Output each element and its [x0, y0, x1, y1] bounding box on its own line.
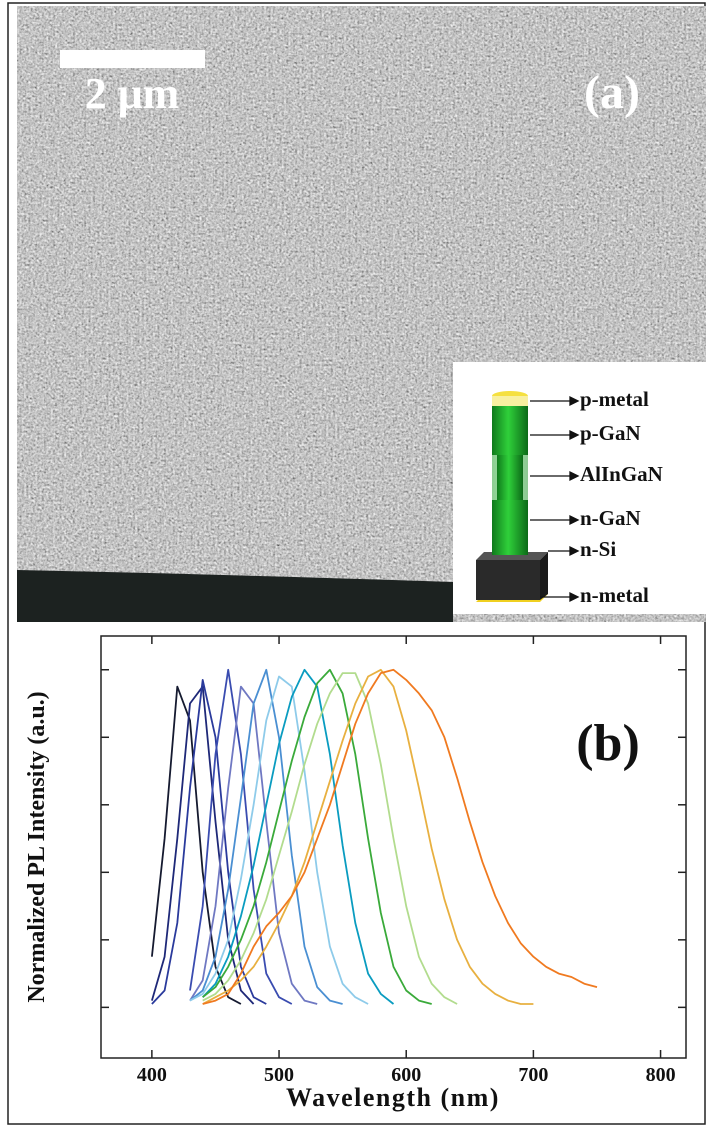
panel-label: (a) — [584, 66, 640, 119]
inset-label: n-metal — [580, 583, 649, 607]
n-si-side — [540, 552, 548, 600]
y-axis-title: Normalized PL Intensity (a.u.) — [24, 691, 50, 1002]
panel-label: (b) — [576, 715, 640, 772]
plot-frame — [101, 636, 686, 1058]
x-axis-title: Wavelength (nm) — [286, 1083, 500, 1112]
chart: (b) Wavelength (nm) Normalized PL Intens… — [24, 636, 686, 1112]
inset-label: p-GaN — [580, 421, 641, 445]
active-core — [497, 455, 523, 500]
p-metal-layer — [492, 396, 528, 406]
inset-label: n-GaN — [580, 506, 641, 530]
x-tick-label: 800 — [646, 1064, 676, 1086]
x-tick-label: 600 — [391, 1064, 421, 1086]
x-tick-label: 400 — [137, 1064, 167, 1086]
scale-bar — [60, 50, 205, 68]
figure: 2 μm (a) p-metal p-GaN AlInGaN n-GaN n-S… — [0, 0, 710, 1127]
inset-label: p-metal — [580, 387, 649, 411]
inset-label: AlInGaN — [580, 462, 663, 486]
spectrum-line — [203, 673, 457, 1004]
n-si-block — [476, 560, 540, 600]
inset: p-metal p-GaN AlInGaN n-GaN n-Si n-metal — [453, 362, 710, 614]
x-tick-label: 700 — [518, 1064, 548, 1086]
scale-label: 2 μm — [85, 69, 180, 118]
inset-label: n-Si — [580, 537, 616, 561]
x-tick-label: 500 — [264, 1064, 294, 1086]
